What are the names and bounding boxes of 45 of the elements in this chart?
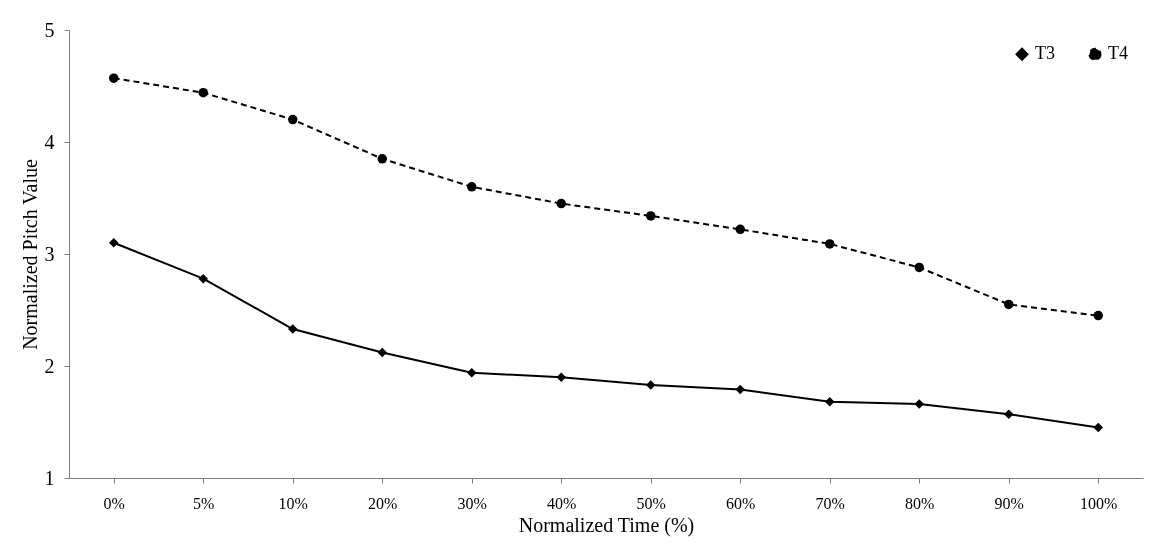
point (198, 273, 208, 284)
point (914, 399, 924, 409)
x-tick-label: 0% (103, 494, 125, 512)
x-tick-label: 80% (905, 494, 935, 512)
point (556, 372, 566, 382)
x-tick-label: 70% (815, 494, 845, 512)
point (1093, 422, 1103, 433)
point (288, 324, 298, 334)
point (914, 262, 924, 273)
point (646, 211, 656, 221)
x-tick-label: 20% (368, 494, 398, 512)
y-tick-label: 5 (44, 18, 55, 41)
point (556, 198, 566, 209)
x-tick-label: 40% (547, 494, 577, 512)
point (825, 239, 835, 249)
point (288, 114, 298, 125)
point (377, 347, 387, 358)
x-tick-label: 5% (193, 494, 215, 512)
point (198, 87, 208, 98)
y-tick-label: 2 (44, 354, 55, 377)
point (735, 224, 745, 235)
y-tick-label: 4 (44, 130, 55, 153)
x-tick-label: 100% (1080, 494, 1118, 512)
point (109, 73, 119, 83)
legend-label: T3 (1035, 43, 1055, 64)
point (825, 397, 835, 407)
x-tick-label: 50% (636, 494, 666, 512)
point (1004, 299, 1014, 310)
point (467, 182, 477, 192)
point (646, 380, 656, 390)
x-axis-title: Normalized Time (%) (518, 513, 695, 537)
point (109, 238, 119, 248)
x-tick-label: 90% (994, 494, 1024, 512)
point (467, 367, 477, 378)
legend-label: T4 (1108, 43, 1128, 64)
x-tick-label: 60% (726, 494, 756, 512)
point (377, 154, 387, 164)
x-tick-label: 30% (457, 494, 487, 512)
y-tick-label: 3 (44, 242, 55, 265)
y-tick-label: 1 (44, 466, 55, 489)
point (1004, 409, 1014, 419)
point (735, 384, 745, 395)
y-axis-title: Normalized Pitch Value (18, 159, 41, 350)
point (1093, 310, 1103, 321)
x-tick-label: 10% (278, 494, 308, 512)
